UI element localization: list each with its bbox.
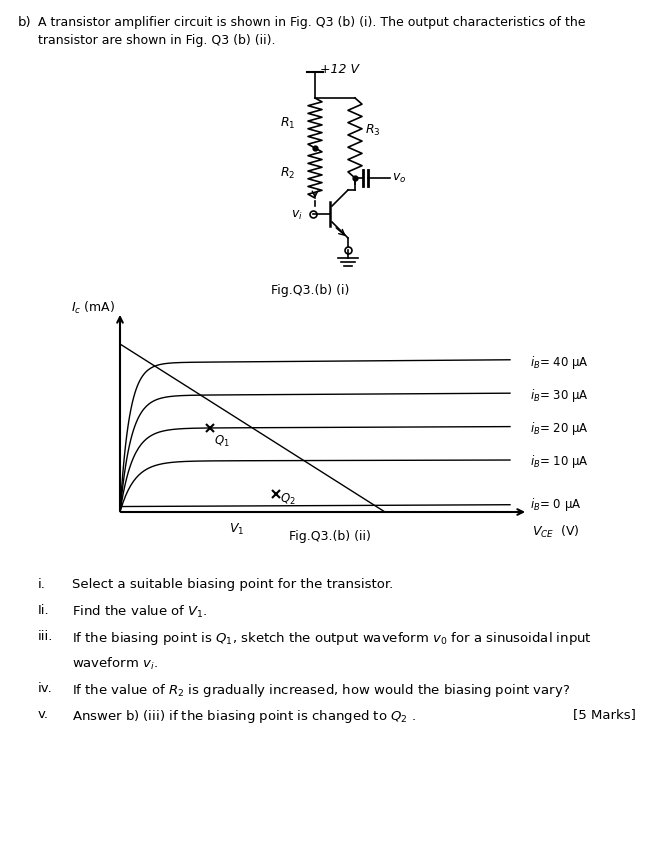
Text: waveform $v_i$.: waveform $v_i$. — [72, 656, 158, 672]
Text: $i_B$= 30 μA: $i_B$= 30 μA — [530, 387, 589, 404]
Text: b): b) — [18, 16, 32, 29]
Text: transistor are shown in Fig. Q3 (b) (ii).: transistor are shown in Fig. Q3 (b) (ii)… — [38, 34, 276, 47]
Text: $R_2$: $R_2$ — [280, 166, 295, 181]
Text: $V_1$: $V_1$ — [229, 522, 244, 537]
Text: $R_1$: $R_1$ — [280, 115, 295, 131]
Text: $Q_1$: $Q_1$ — [214, 435, 230, 449]
Text: $i_B$= 0 μA: $i_B$= 0 μA — [530, 496, 582, 513]
Text: iii.: iii. — [38, 630, 53, 643]
Text: Find the value of $V_1$.: Find the value of $V_1$. — [72, 604, 208, 620]
Text: [5 Marks]: [5 Marks] — [573, 708, 636, 721]
Text: Fig.Q3.(b) (i): Fig.Q3.(b) (i) — [271, 284, 349, 297]
Text: Ii.: Ii. — [38, 604, 50, 617]
Text: $v_i$: $v_i$ — [291, 209, 303, 222]
Text: Select a suitable biasing point for the transistor.: Select a suitable biasing point for the … — [72, 578, 393, 591]
Text: If the biasing point is $Q_1$, sketch the output waveform $v_0$ for a sinusoidal: If the biasing point is $Q_1$, sketch th… — [72, 630, 592, 647]
Text: v.: v. — [38, 708, 49, 721]
Text: $R_3$: $R_3$ — [365, 122, 380, 138]
Text: $i_B$= 20 μA: $i_B$= 20 μA — [530, 419, 589, 436]
Text: $V_{CE}$  (V): $V_{CE}$ (V) — [532, 524, 580, 540]
Text: $Q_2$: $Q_2$ — [280, 492, 295, 507]
Text: $v_o$: $v_o$ — [392, 171, 406, 184]
Text: Fig.Q3.(b) (ii): Fig.Q3.(b) (ii) — [289, 530, 371, 543]
Text: +12 V: +12 V — [320, 63, 359, 76]
Text: iv.: iv. — [38, 682, 52, 695]
Text: A transistor amplifier circuit is shown in Fig. Q3 (b) (i). The output character: A transistor amplifier circuit is shown … — [38, 16, 586, 29]
Text: Answer b) (iii) if the biasing point is changed to $Q_2$ .: Answer b) (iii) if the biasing point is … — [72, 708, 416, 725]
Text: i.: i. — [38, 578, 46, 591]
Text: If the value of $R_2$ is gradually increased, how would the biasing point vary?: If the value of $R_2$ is gradually incre… — [72, 682, 570, 699]
Text: $i_B$= 10 μA: $i_B$= 10 μA — [530, 453, 589, 469]
Text: $I_c$ (mA): $I_c$ (mA) — [71, 300, 115, 316]
Text: $i_B$= 40 μA: $i_B$= 40 μA — [530, 354, 589, 371]
